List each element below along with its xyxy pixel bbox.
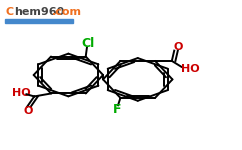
Text: O: O xyxy=(174,42,183,52)
Text: HO: HO xyxy=(181,64,200,74)
Bar xyxy=(5,20,73,23)
Text: HO: HO xyxy=(12,88,30,98)
Text: .com: .com xyxy=(52,7,82,16)
Text: F: F xyxy=(113,103,121,116)
Text: C: C xyxy=(6,7,14,16)
Text: Cl: Cl xyxy=(82,38,95,51)
Text: hem960: hem960 xyxy=(14,7,64,16)
Text: O: O xyxy=(23,106,32,116)
